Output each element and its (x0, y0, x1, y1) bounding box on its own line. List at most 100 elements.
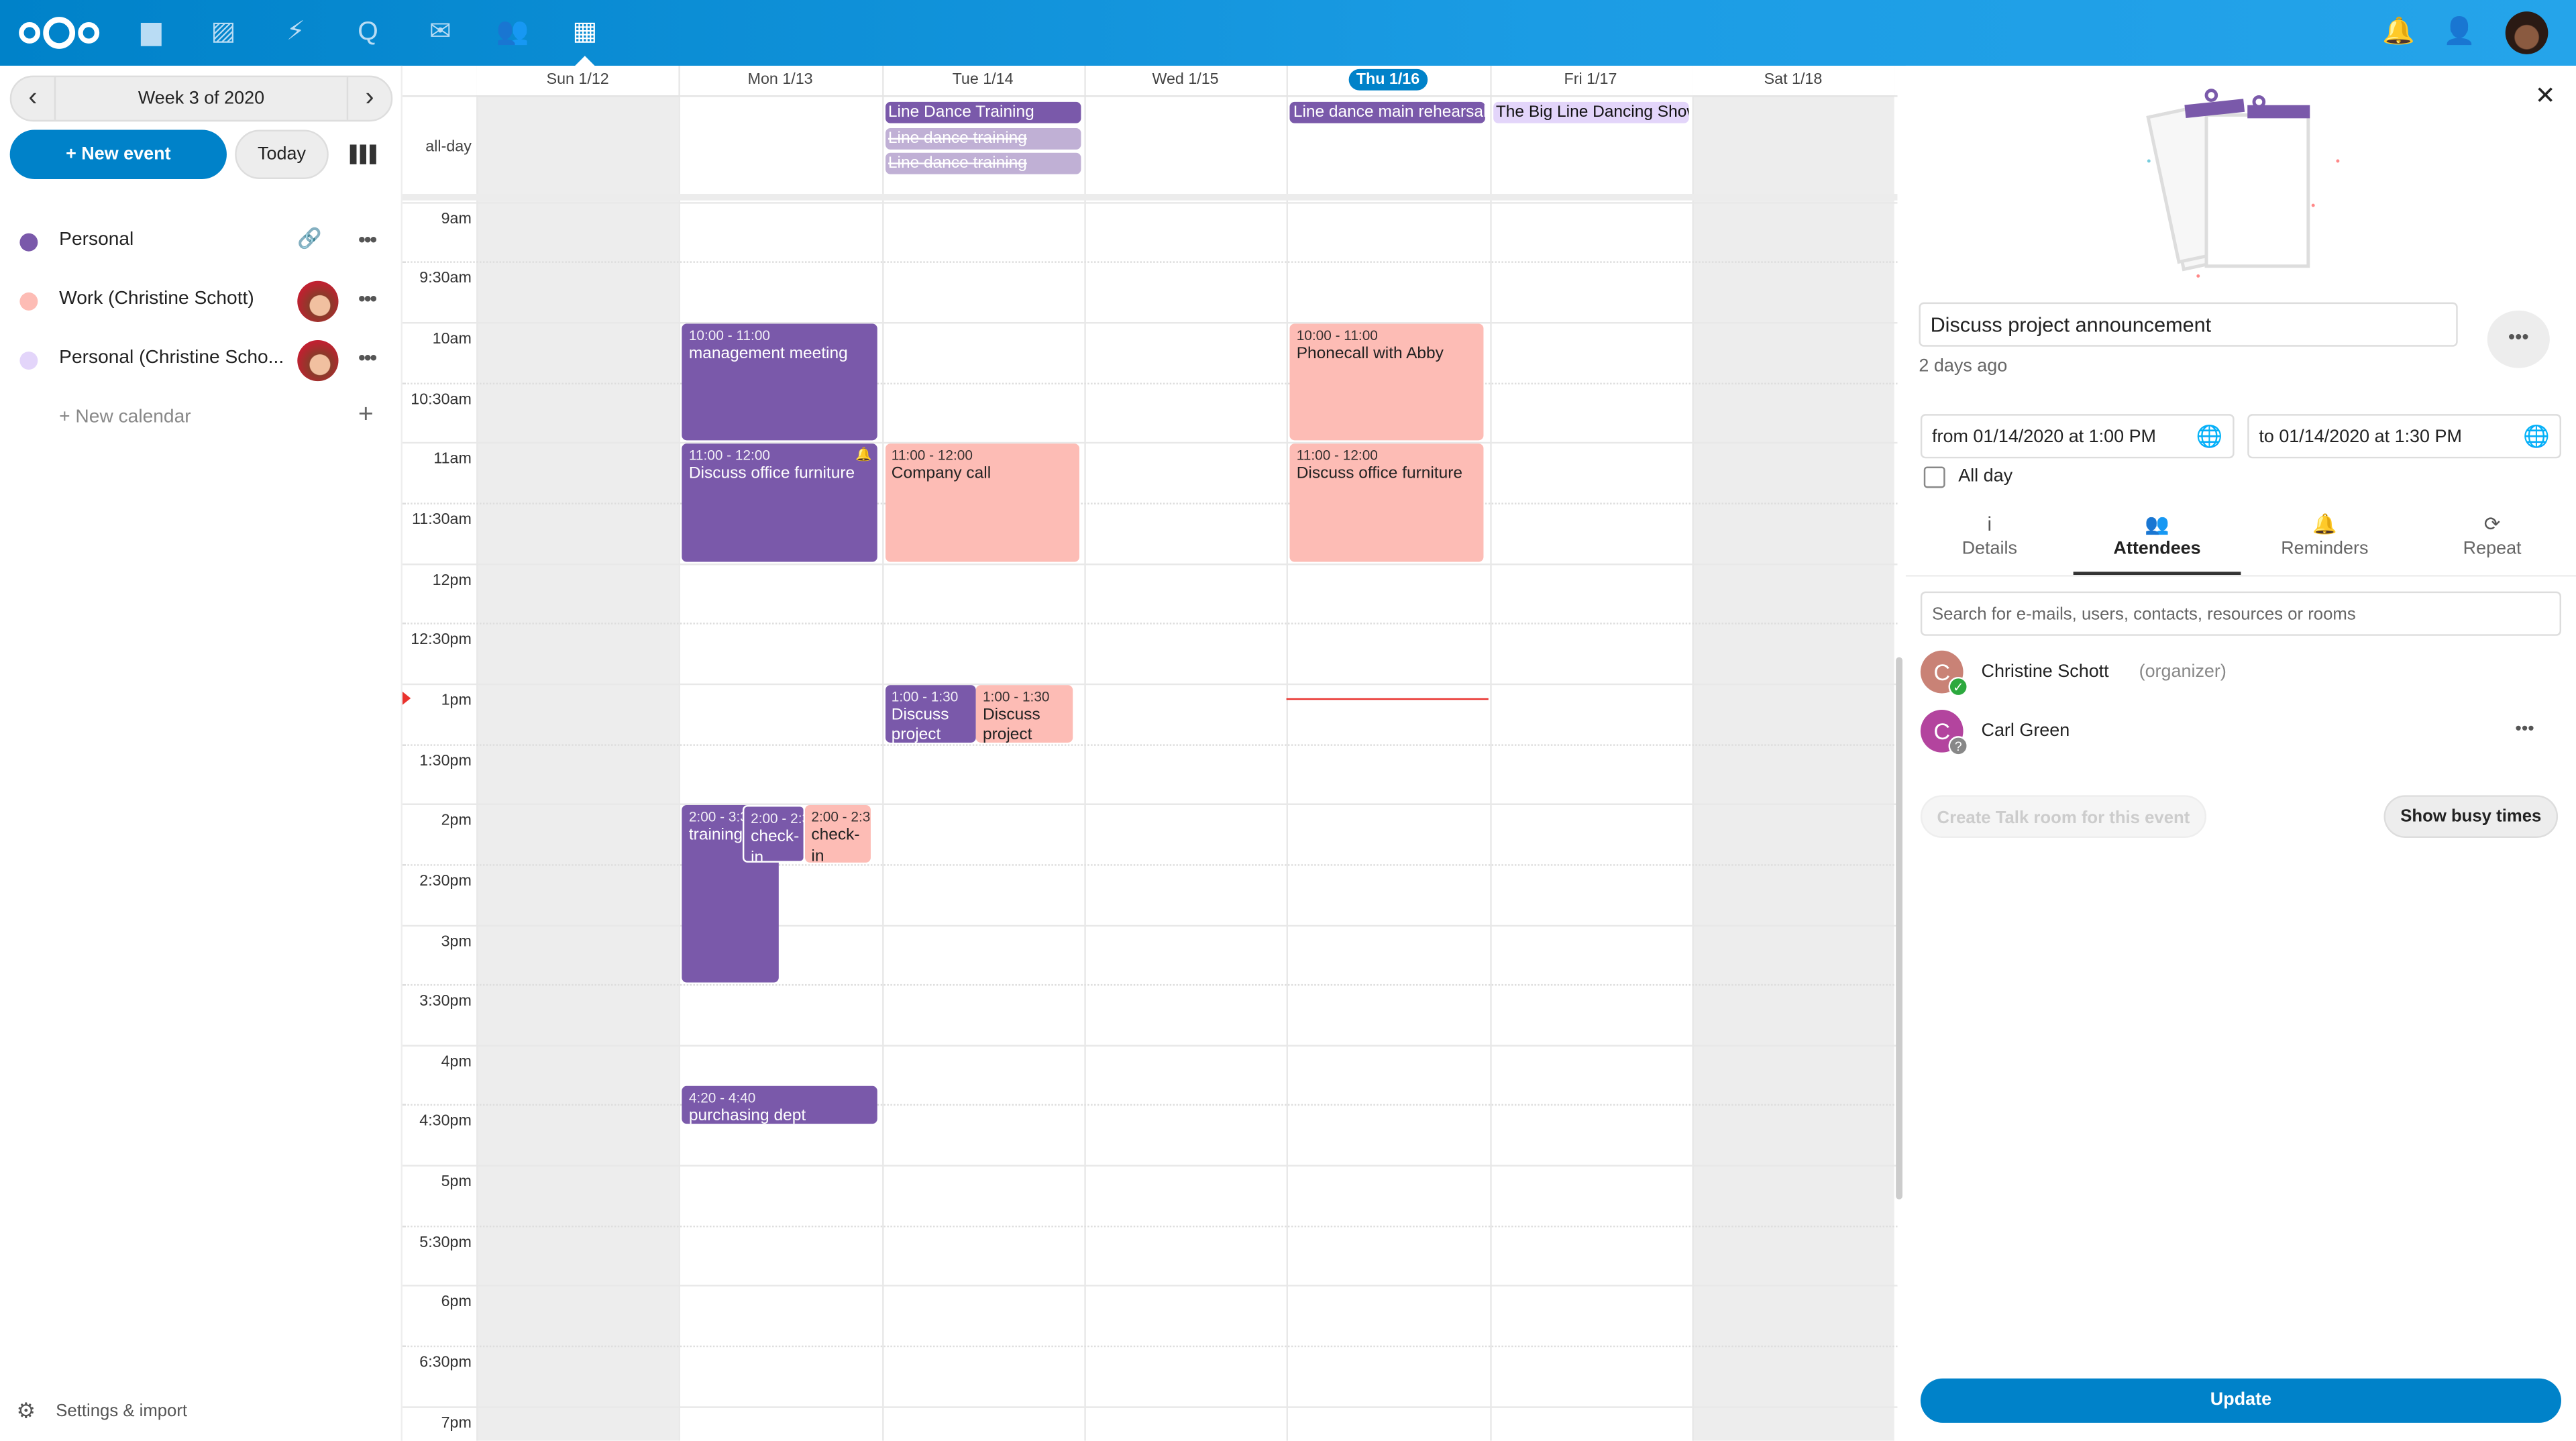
all-day-checkbox[interactable] (1923, 466, 1945, 488)
calendar-icon[interactable]: ▦ (572, 17, 598, 46)
allday-event[interactable]: Line Dance Training (885, 101, 1081, 123)
calendar-actions-icon[interactable]: ••• (358, 286, 377, 311)
calendar-event[interactable]: 11:00 - 12:00 Company call (885, 443, 1079, 562)
event-actions-button[interactable]: ••• (2487, 310, 2550, 368)
talk-icon[interactable]: Q (358, 17, 378, 46)
info-icon: i (1987, 513, 1992, 536)
time-label: 5pm (441, 1173, 472, 1191)
top-bar: ▆ ▨ ⚡ Q ✉ 👥 ▦ 🔔 👤 (0, 0, 2576, 66)
allday-event[interactable]: The Big Line Dancing Show (1492, 101, 1689, 123)
files-icon[interactable]: ▆ (141, 17, 162, 46)
next-week-button[interactable]: › (346, 77, 391, 120)
attendee-actions-icon[interactable]: ••• (2515, 719, 2534, 740)
timezone-globe-icon[interactable]: 🌐 (2196, 423, 2223, 449)
current-time-marker (402, 691, 411, 705)
contacts-icon[interactable]: 👥 (496, 17, 529, 46)
allday-divider (402, 193, 1898, 201)
time-label: 7pm (441, 1413, 472, 1432)
week-grid[interactable]: Sun 1/12 Mon 1/13 Tue 1/14 Wed 1/15 Thu 1/16… (402, 65, 1898, 1441)
day-header[interactable]: Sat 1/18 (1691, 65, 1894, 96)
tab-repeat[interactable]: ⟳ Repeat (2408, 513, 2576, 559)
time-label: 2:30pm (419, 872, 472, 890)
new-event-button[interactable]: + New event (9, 129, 227, 179)
calendar-color-dot[interactable] (19, 352, 38, 370)
calendar-event[interactable]: 4:20 - 4:40 purchasing dept (682, 1086, 877, 1124)
day-header[interactable]: Mon 1/13 (747, 70, 813, 89)
allday-event[interactable]: Line dance training (885, 127, 1081, 149)
all-day-label[interactable]: All day (1958, 466, 2013, 486)
new-calendar-button[interactable]: + New calendar + (0, 391, 402, 450)
unknown-status-icon: ? (1948, 736, 1968, 756)
gear-icon: ⚙ (16, 1398, 36, 1423)
nextcloud-logo[interactable] (16, 15, 101, 51)
share-link-icon[interactable]: 🔗 (297, 226, 322, 250)
calendar-item[interactable]: Personal (Christine Scho... ••• (0, 332, 402, 391)
tab-reminders[interactable]: 🔔 Reminders (2241, 513, 2408, 559)
calendar-color-dot[interactable] (19, 292, 38, 311)
day-column[interactable] (1287, 65, 1489, 1441)
user-avatar[interactable] (2505, 11, 2548, 54)
day-header[interactable]: Tue 1/14 (952, 70, 1014, 89)
tab-details[interactable]: i Details (1906, 513, 2074, 559)
calendar-event[interactable]: 11:00 - 12:00 Discuss office furniture 🔔 (682, 443, 877, 562)
day-header[interactable]: Thu 1/16 (1287, 68, 1489, 91)
calendar-event[interactable]: 11:00 - 12:00 Discuss office furniture (1289, 443, 1485, 562)
calendar-event[interactable]: 1:00 - 1:30 Discuss project (976, 684, 1074, 742)
day-header[interactable]: Wed 1/15 (1152, 70, 1219, 89)
tabs-divider (1905, 575, 2576, 577)
today-button[interactable]: Today (235, 129, 329, 179)
contacts-menu-icon[interactable]: 👤 (2443, 17, 2476, 46)
close-icon[interactable]: ✕ (2534, 82, 2556, 111)
time-label: 11:30am (412, 511, 472, 529)
time-label: 3pm (441, 932, 472, 951)
day-column[interactable] (1489, 65, 1692, 1441)
accepted-check-icon: ✓ (1948, 676, 1968, 697)
plus-icon[interactable]: + (358, 401, 374, 429)
start-datetime-input[interactable]: from 01/14/2020 at 1:00 PM 🌐 (1920, 414, 2235, 459)
settings-button[interactable]: ⚙ Settings & import (16, 1398, 188, 1423)
attendee-role: (organizer) (2139, 661, 2226, 682)
photos-icon[interactable]: ▨ (211, 17, 236, 46)
previous-week-button[interactable]: ‹ (11, 77, 56, 120)
day-column[interactable] (679, 65, 882, 1441)
show-busy-times-button[interactable]: Show busy times (2383, 795, 2559, 838)
allday-event[interactable]: Line dance main rehearsal (1289, 101, 1487, 123)
day-header[interactable]: Sun 1/12 (476, 65, 680, 96)
notifications-icon[interactable]: 🔔 (2382, 17, 2415, 46)
calendar-event[interactable]: 1:00 - 1:30 Discuss project announcement (885, 684, 977, 742)
time-label: 9am (441, 209, 472, 228)
calendar-event[interactable]: 2:00 - 2:30 check-in (804, 805, 871, 863)
view-switcher-icon[interactable] (350, 144, 376, 164)
scrollbar[interactable] (1896, 657, 1902, 1199)
calendar-event[interactable]: 10:00 - 11:00 Phonecall with Abby (1289, 323, 1485, 441)
calendar-actions-icon[interactable]: ••• (358, 345, 377, 370)
time-label: 10am (432, 330, 472, 349)
bell-icon: 🔔 (855, 447, 872, 462)
week-label[interactable]: Week 3 of 2020 (138, 89, 265, 109)
mail-icon[interactable]: ✉ (429, 17, 451, 46)
calendar-item[interactable]: Personal 🔗 ••• (0, 213, 402, 272)
day-header[interactable]: Fri 1/17 (1564, 70, 1617, 89)
timezone-globe-icon[interactable]: 🌐 (2523, 423, 2550, 449)
time-label: 12:30pm (411, 631, 472, 649)
allday-event[interactable]: Line dance training (885, 152, 1081, 174)
day-column[interactable] (1691, 65, 1894, 1441)
owner-avatar (297, 339, 339, 382)
calendar-event[interactable]: 2:00 - 2:30 check-in (742, 805, 805, 863)
attendee-search-input[interactable]: Search for e-mails, users, contacts, res… (1920, 591, 2561, 636)
end-datetime-input[interactable]: to 01/14/2020 at 1:30 PM 🌐 (2247, 414, 2561, 459)
tab-attendees[interactable]: 👥 Attendees (2073, 513, 2241, 576)
calendar-color-dot[interactable] (19, 233, 38, 252)
calendar-item[interactable]: Work (Christine Schott) ••• (0, 273, 402, 332)
time-label: 6pm (441, 1293, 472, 1312)
attendee-name: Carl Green (1981, 721, 2070, 741)
day-column[interactable] (476, 65, 680, 1441)
calendar-event[interactable]: 10:00 - 11:00 management meeting (682, 323, 877, 441)
time-label: 1pm (441, 691, 472, 710)
activity-icon[interactable]: ⚡ (286, 17, 305, 46)
update-button[interactable]: Update (1920, 1378, 2561, 1423)
day-column[interactable] (881, 65, 1085, 1441)
event-title-input[interactable]: Discuss project announcement (1919, 302, 2458, 347)
calendar-actions-icon[interactable]: ••• (358, 226, 377, 252)
day-column[interactable] (1084, 65, 1287, 1441)
